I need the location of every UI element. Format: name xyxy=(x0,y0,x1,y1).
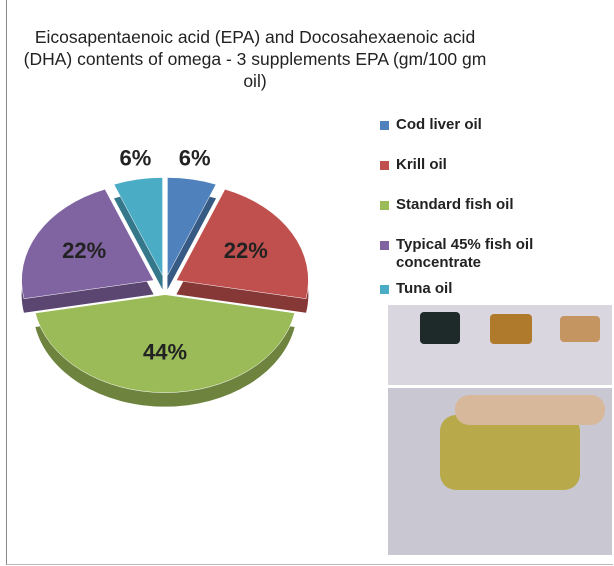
data-label: 6% xyxy=(179,145,211,170)
legend-entry: Tuna oil xyxy=(380,280,596,298)
pie-chart: 6% 22% 44% 22% 6% xyxy=(0,0,380,440)
legend-label: Typical 45% fish oil concentrate xyxy=(396,236,533,271)
legend-label: Tuna oil xyxy=(396,280,452,297)
legend-label: Standard fish oil xyxy=(396,196,514,213)
legend-entry: Typical 45% fish oil concentrate xyxy=(380,236,596,272)
data-label: 6% xyxy=(119,145,151,170)
legend: Cod liver oil Krill oil Standard fish oil T… xyxy=(380,116,610,320)
legend-entry: Krill oil xyxy=(380,156,596,174)
legend-label: Cod liver oil xyxy=(396,116,482,133)
data-label: 44% xyxy=(143,339,187,364)
legend-swatch xyxy=(380,121,389,130)
data-label: 22% xyxy=(224,238,268,263)
legend-swatch xyxy=(380,161,389,170)
legend-entry: Cod liver oil xyxy=(380,116,596,134)
page: Eicosapentaenoic acid (EPA) and Docosahe… xyxy=(0,0,614,566)
legend-label: Krill oil xyxy=(396,156,447,173)
legend-entry: Standard fish oil xyxy=(380,196,596,214)
legend-swatch xyxy=(380,241,389,250)
legend-swatch xyxy=(380,285,389,294)
legend-swatch xyxy=(380,201,389,210)
data-label: 22% xyxy=(62,238,106,263)
